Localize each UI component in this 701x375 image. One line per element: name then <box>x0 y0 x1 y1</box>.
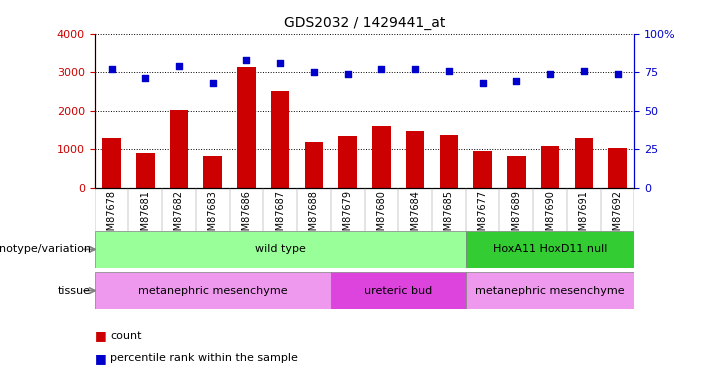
Text: metanephric mesenchyme: metanephric mesenchyme <box>138 286 287 296</box>
Bar <box>575 138 593 188</box>
Text: GSM87678: GSM87678 <box>107 190 116 243</box>
Point <box>409 66 421 72</box>
Point <box>545 71 556 77</box>
Text: GSM87690: GSM87690 <box>545 190 555 243</box>
Text: percentile rank within the sample: percentile rank within the sample <box>110 353 298 363</box>
Text: GSM87677: GSM87677 <box>477 190 488 243</box>
Text: tissue: tissue <box>58 286 91 296</box>
Text: ■: ■ <box>95 329 107 342</box>
Text: GSM87683: GSM87683 <box>207 190 218 243</box>
Text: GSM87692: GSM87692 <box>613 190 622 243</box>
Text: GSM87679: GSM87679 <box>343 190 353 243</box>
Text: GSM87681: GSM87681 <box>140 190 150 243</box>
Text: GSM87691: GSM87691 <box>579 190 589 243</box>
Bar <box>440 135 458 188</box>
Bar <box>608 148 627 188</box>
Text: ureteric bud: ureteric bud <box>364 286 433 296</box>
Bar <box>473 151 492 188</box>
Point <box>106 66 117 72</box>
Point <box>443 68 454 74</box>
Bar <box>465 272 634 309</box>
Bar <box>271 91 290 188</box>
Bar <box>372 126 390 188</box>
Text: metanephric mesenchyme: metanephric mesenchyme <box>475 286 625 296</box>
Text: count: count <box>110 331 142 340</box>
Bar <box>465 231 634 268</box>
Bar <box>95 231 465 268</box>
Title: GDS2032 / 1429441_at: GDS2032 / 1429441_at <box>284 16 445 30</box>
Text: GSM87682: GSM87682 <box>174 190 184 243</box>
Text: GSM87689: GSM87689 <box>511 190 522 243</box>
Bar <box>331 272 465 309</box>
Text: wild type: wild type <box>254 244 306 254</box>
Text: GSM87684: GSM87684 <box>410 190 420 243</box>
Point <box>511 78 522 84</box>
Text: GSM87686: GSM87686 <box>241 190 252 243</box>
Text: GSM87687: GSM87687 <box>275 190 285 243</box>
Bar <box>170 110 189 188</box>
Text: ■: ■ <box>95 352 107 364</box>
Bar <box>237 67 256 188</box>
Text: HoxA11 HoxD11 null: HoxA11 HoxD11 null <box>493 244 607 254</box>
Bar <box>305 142 323 188</box>
Point <box>612 71 623 77</box>
Text: genotype/variation: genotype/variation <box>0 244 91 254</box>
Bar <box>540 146 559 188</box>
Point <box>578 68 590 74</box>
Point <box>207 80 218 86</box>
Point <box>308 69 320 75</box>
Bar <box>203 156 222 188</box>
Point <box>376 66 387 72</box>
Point <box>139 75 151 81</box>
Bar <box>136 153 154 188</box>
Bar <box>339 136 357 188</box>
Bar <box>507 156 526 188</box>
Point <box>342 71 353 77</box>
Point <box>275 60 286 66</box>
Text: GSM87680: GSM87680 <box>376 190 386 243</box>
Point <box>173 63 184 69</box>
Bar <box>95 272 331 309</box>
Text: GSM87688: GSM87688 <box>309 190 319 243</box>
Text: GSM87685: GSM87685 <box>444 190 454 243</box>
Point <box>241 57 252 63</box>
Bar <box>406 131 424 188</box>
Bar <box>102 138 121 188</box>
Point <box>477 80 488 86</box>
